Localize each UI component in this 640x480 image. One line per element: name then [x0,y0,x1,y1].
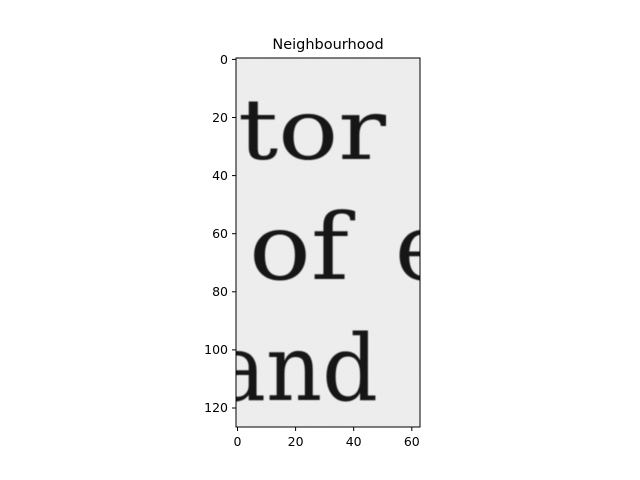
y-tick-label: 20 [212,110,228,125]
y-tick-label: 80 [212,284,228,299]
axes-frame [235,57,421,428]
y-tick-label: 40 [212,168,228,183]
word-tor: tor [238,81,387,179]
y-tick-label: 120 [204,400,228,415]
y-tick-label: 60 [212,226,228,241]
paper-grain [236,58,420,427]
word-and: and [214,315,378,422]
x-axis [237,427,413,431]
x-tick-label: 0 [234,434,242,449]
word-of: of [249,194,356,301]
x-tick-label: 60 [404,434,420,449]
y-axis [232,58,236,409]
x-tick-label: 40 [346,434,362,449]
letter-e: e [395,194,449,301]
figure-title: Neighbourhood [272,37,383,53]
y-tick-label: 100 [204,342,228,357]
x-tick-label: 20 [288,434,304,449]
image-patch: tor of e and [214,58,449,427]
y-tick-label: 0 [220,52,228,67]
